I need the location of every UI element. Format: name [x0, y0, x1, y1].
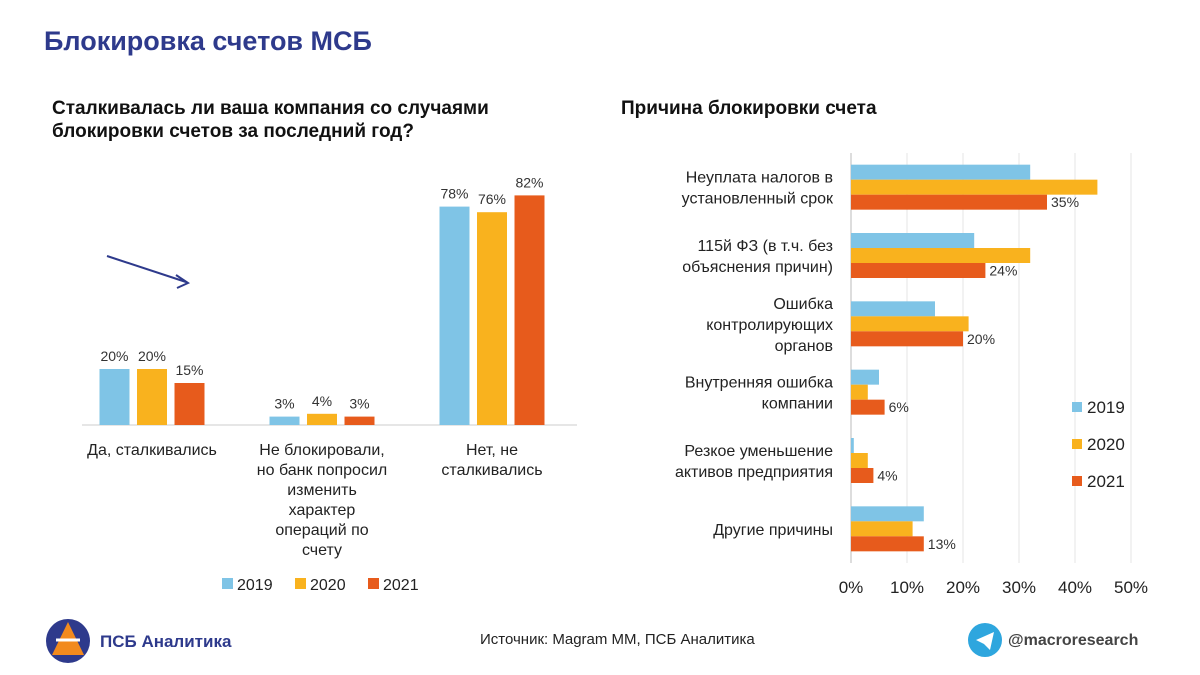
bar: [137, 369, 167, 425]
legend-label: 2019: [237, 577, 273, 594]
bar: [851, 521, 913, 537]
value-label: 4%: [877, 468, 897, 484]
value-label: 13%: [928, 536, 956, 552]
bar: [99, 369, 130, 425]
brand-logo: [46, 619, 90, 663]
bar: [851, 369, 879, 385]
bar: [514, 195, 545, 425]
bar: [344, 416, 375, 425]
x-tick-label: 20%: [946, 578, 980, 597]
y-tick-label: Ошибка контролирующих органов: [706, 296, 833, 355]
page-title: Блокировка счетов МСБ: [44, 26, 372, 56]
value-label: 20%: [100, 348, 128, 364]
bar: [269, 416, 300, 425]
value-label: 24%: [989, 263, 1017, 279]
value-label: 20%: [967, 331, 995, 347]
value-label: 35%: [1051, 194, 1079, 210]
bar: [851, 194, 1047, 210]
x-tick-label: 10%: [890, 578, 924, 597]
bar: [851, 164, 1031, 180]
bar: [851, 331, 963, 347]
bar: [851, 301, 935, 317]
x-tick-label: Нет, не сталкивались: [441, 442, 542, 479]
bar: [851, 453, 868, 468]
bar: [851, 263, 986, 278]
legend-swatch: [1072, 476, 1082, 486]
source: Источник: Magram MM, ПСБ Аналитика: [480, 631, 755, 648]
y-tick-label: Неуплата налогов в установленный срок: [682, 170, 834, 208]
bar: [307, 413, 337, 425]
legend-swatch: [1072, 439, 1082, 449]
legend-swatch: [295, 578, 306, 589]
value-label: 4%: [312, 393, 332, 409]
y-tick-label: Резкое уменьшение активов предприятия: [675, 443, 833, 481]
bar: [851, 468, 874, 483]
bar: [851, 316, 969, 332]
bar: [851, 438, 854, 453]
bar: [851, 536, 924, 552]
x-tick-label: Да, сталкивались: [87, 442, 217, 459]
y-tick-label: Внутренняя ошибка компании: [685, 375, 833, 413]
legend-label: 2019: [1087, 398, 1125, 417]
legend-label: 2020: [1087, 435, 1125, 454]
legend-swatch: [222, 578, 233, 589]
bar: [851, 233, 975, 248]
channel: @macroresearch: [1008, 632, 1138, 649]
x-tick-label: 50%: [1114, 578, 1148, 597]
arrow-head: [175, 274, 191, 289]
legend-label: 2021: [1087, 472, 1125, 491]
bar: [851, 384, 868, 400]
bar: [439, 206, 470, 425]
arrow: [106, 255, 187, 283]
chart-title: Сталкивалась ли ваша компания со случаям…: [52, 98, 489, 142]
value-label: 20%: [138, 348, 166, 364]
value-label: 6%: [889, 399, 909, 415]
brand-name: ПСБ Аналитика: [100, 632, 232, 651]
bar: [851, 399, 885, 415]
x-tick-label: 30%: [1002, 578, 1036, 597]
legend-swatch: [368, 578, 379, 589]
chart-title: Причина блокировки счета: [621, 98, 877, 119]
value-label: 3%: [274, 396, 294, 412]
legend-swatch: [1072, 402, 1082, 412]
bar: [851, 248, 1031, 263]
value-label: 3%: [349, 396, 369, 412]
x-tick-label: 0%: [839, 578, 864, 597]
bar: [851, 179, 1098, 195]
x-tick-label: 40%: [1058, 578, 1092, 597]
bar: [851, 506, 924, 522]
bar: [477, 212, 507, 425]
telegram-icon: [968, 623, 1002, 657]
legend-label: 2020: [310, 577, 346, 594]
value-label: 78%: [440, 186, 468, 202]
value-label: 76%: [478, 191, 506, 207]
value-label: 82%: [515, 174, 543, 190]
y-tick-label: 115й ФЗ (в т.ч. без объяснения причин): [682, 238, 833, 276]
bar: [174, 383, 205, 425]
value-label: 15%: [175, 362, 203, 378]
y-tick-label: Другие причины: [713, 522, 833, 539]
legend-label: 2021: [383, 577, 419, 594]
x-tick-label: Не блокировали, но банк попросил изменить х…: [257, 442, 387, 559]
